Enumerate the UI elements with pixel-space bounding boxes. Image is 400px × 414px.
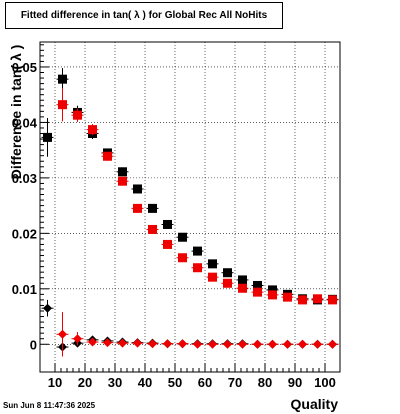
data-point-square xyxy=(178,253,187,263)
data-point-square xyxy=(118,167,127,177)
x-tick-label: 50 xyxy=(168,375,182,390)
data-point-square xyxy=(253,280,262,290)
data-point-square xyxy=(178,232,187,242)
plot-frame xyxy=(39,41,341,373)
data-point-diamond xyxy=(238,339,247,349)
y-tick-label: 0 xyxy=(30,337,37,352)
data-point-square xyxy=(133,184,142,194)
x-axis-label: Quality xyxy=(290,396,338,412)
data-point-square xyxy=(223,268,232,278)
data-point-square xyxy=(163,219,172,229)
x-tick-label: 60 xyxy=(198,375,212,390)
data-point-square xyxy=(238,275,247,285)
grid xyxy=(40,42,340,372)
data-point-square xyxy=(43,132,52,142)
data-point-square xyxy=(298,295,307,305)
data-point-diamond xyxy=(193,339,202,349)
data-point-diamond xyxy=(283,339,292,349)
data-point-square xyxy=(268,285,277,295)
x-tick-label: 10 xyxy=(48,375,62,390)
data-point-diamond xyxy=(88,337,97,347)
data-point-diamond xyxy=(58,329,67,339)
data-point-square xyxy=(148,224,157,234)
data-point-square xyxy=(238,283,247,293)
data-point-square xyxy=(283,292,292,302)
data-point-square xyxy=(88,125,97,135)
y-tick-label: 0.04 xyxy=(12,115,38,130)
data-point-square xyxy=(253,287,262,297)
data-point-diamond xyxy=(298,339,307,349)
data-point-square xyxy=(133,203,142,213)
x-tick-label: 90 xyxy=(288,375,302,390)
x-tick-label: 20 xyxy=(78,375,92,390)
data-point-diamond xyxy=(313,339,322,349)
timestamp: Sun Jun 8 11:47:36 2025 xyxy=(3,401,96,410)
data-point-square xyxy=(148,203,157,213)
data-point-square xyxy=(58,100,67,110)
data-point-diamond xyxy=(43,303,52,313)
y-axis-label: Difference in tan( λ ) xyxy=(8,45,24,180)
data-point-square xyxy=(58,74,67,84)
data-point-diamond xyxy=(73,334,82,344)
data-point-square xyxy=(118,176,127,186)
data-point-diamond xyxy=(268,339,277,349)
data-point-square xyxy=(163,239,172,249)
data-point-square xyxy=(208,259,217,269)
chart-title: Fitted difference in tan( λ ) for Global… xyxy=(5,2,283,29)
data-point-diamond xyxy=(178,339,187,349)
data-point-square xyxy=(223,278,232,288)
data-point-diamond xyxy=(133,338,142,348)
data-point-diamond xyxy=(328,339,337,349)
data-point-square xyxy=(193,246,202,256)
y-tick-label: 0.05 xyxy=(12,60,37,75)
x-tick-label: 40 xyxy=(138,375,152,390)
data-point-diamond xyxy=(253,339,262,349)
data-point-square xyxy=(193,263,202,273)
data-point-diamond xyxy=(208,339,217,349)
data-points xyxy=(41,68,339,357)
x-tick-label: 80 xyxy=(258,375,272,390)
x-tick-label: 70 xyxy=(228,375,242,390)
y-tick-label: 0.02 xyxy=(12,226,37,241)
data-point-diamond xyxy=(223,339,232,349)
data-point-square xyxy=(103,151,112,161)
data-point-diamond xyxy=(148,339,157,349)
y-tick-label: 0.01 xyxy=(12,282,37,297)
data-point-square xyxy=(268,290,277,300)
data-point-square xyxy=(328,295,337,305)
data-point-diamond xyxy=(163,339,172,349)
data-point-square xyxy=(313,294,322,304)
data-point-square xyxy=(73,110,82,120)
data-point-diamond xyxy=(103,338,112,348)
data-point-diamond xyxy=(118,338,127,348)
x-tick-label: 100 xyxy=(314,375,336,390)
data-point-square xyxy=(208,272,217,282)
x-tick-label: 30 xyxy=(108,375,122,390)
y-tick-label: 0.03 xyxy=(12,171,37,186)
